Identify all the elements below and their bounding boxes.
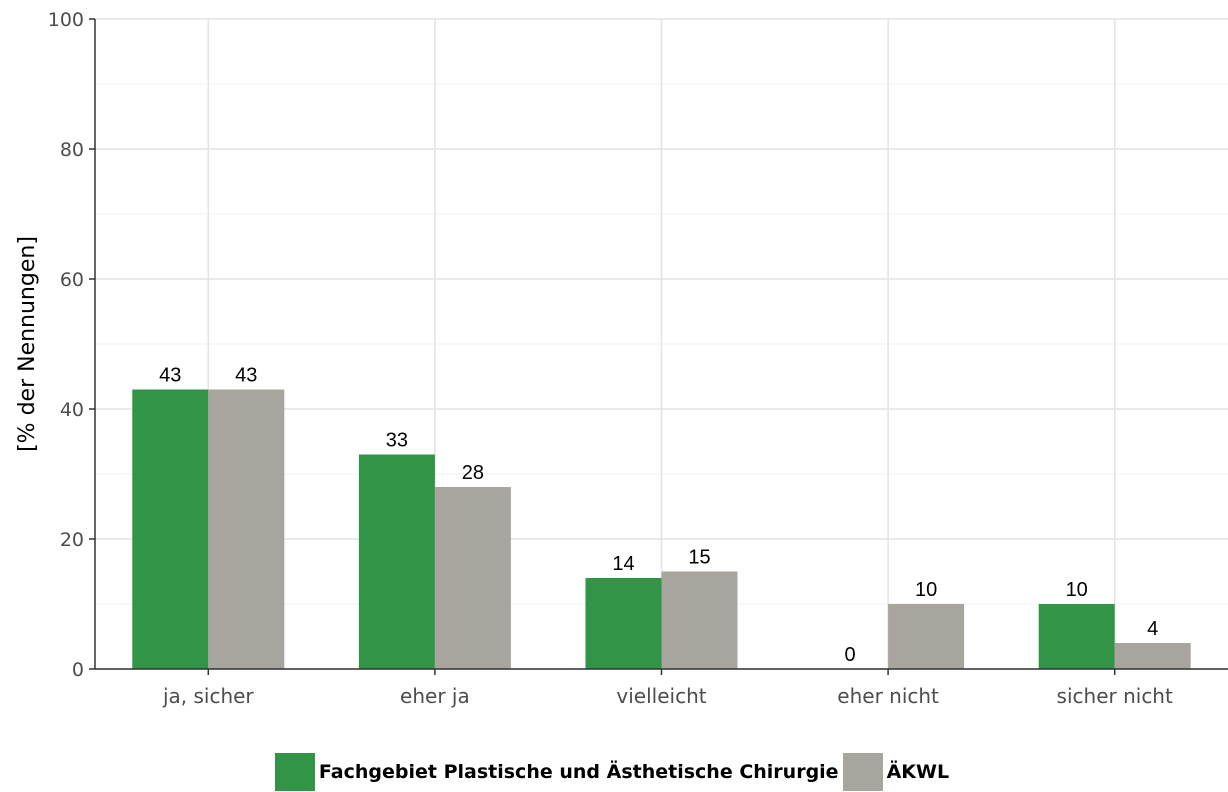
bar-fachgebiet — [585, 578, 662, 669]
x-tick-label: vielleicht — [616, 684, 706, 708]
data-label: 0 — [845, 644, 856, 666]
bar-aekwl — [434, 487, 511, 669]
data-label: 10 — [1066, 579, 1088, 601]
y-tick-label: 0 — [72, 659, 84, 681]
data-label: 43 — [235, 365, 257, 387]
legend-item: Fachgebiet Plastische und Ästhetische Ch… — [274, 753, 839, 791]
bars — [132, 389, 1191, 669]
y-axis-title: [% der Nennungen] — [15, 236, 40, 452]
legend-swatch — [274, 753, 315, 791]
legend-label: Fachgebiet Plastische und Ästhetische Ch… — [318, 761, 839, 783]
data-label: 43 — [159, 365, 181, 387]
legend: Fachgebiet Plastische und Ästhetische Ch… — [0, 752, 1228, 792]
x-tick-label: sicher nicht — [1057, 684, 1173, 708]
legend-label: ÄKWL — [886, 761, 950, 783]
data-label: 15 — [688, 547, 710, 569]
data-label: 33 — [386, 430, 408, 452]
y-tick-label: 100 — [48, 9, 84, 31]
x-tick-label: eher nicht — [837, 684, 939, 708]
bar-fachgebiet — [132, 389, 209, 669]
data-label: 10 — [915, 579, 937, 601]
legend-item: ÄKWL — [842, 753, 950, 791]
bar-fachgebiet — [1038, 604, 1115, 669]
legend-swatch — [842, 753, 883, 791]
bar-fachgebiet — [358, 454, 435, 669]
bar-aekwl — [208, 389, 285, 669]
y-tick-label: 40 — [60, 399, 84, 421]
bar-aekwl — [1114, 643, 1191, 669]
y-tick-label: 80 — [60, 139, 84, 161]
data-label: 4 — [1147, 618, 1158, 640]
x-tick-label: ja, sicher — [162, 684, 254, 708]
x-tick-label: eher ja — [400, 684, 470, 708]
y-tick-label: 60 — [60, 269, 84, 291]
bar-aekwl — [888, 604, 965, 669]
y-tick-label: 20 — [60, 529, 84, 551]
data-label: 28 — [462, 462, 484, 484]
data-label: 14 — [612, 553, 634, 575]
bar-aekwl — [661, 571, 738, 669]
axes — [89, 18, 1228, 675]
